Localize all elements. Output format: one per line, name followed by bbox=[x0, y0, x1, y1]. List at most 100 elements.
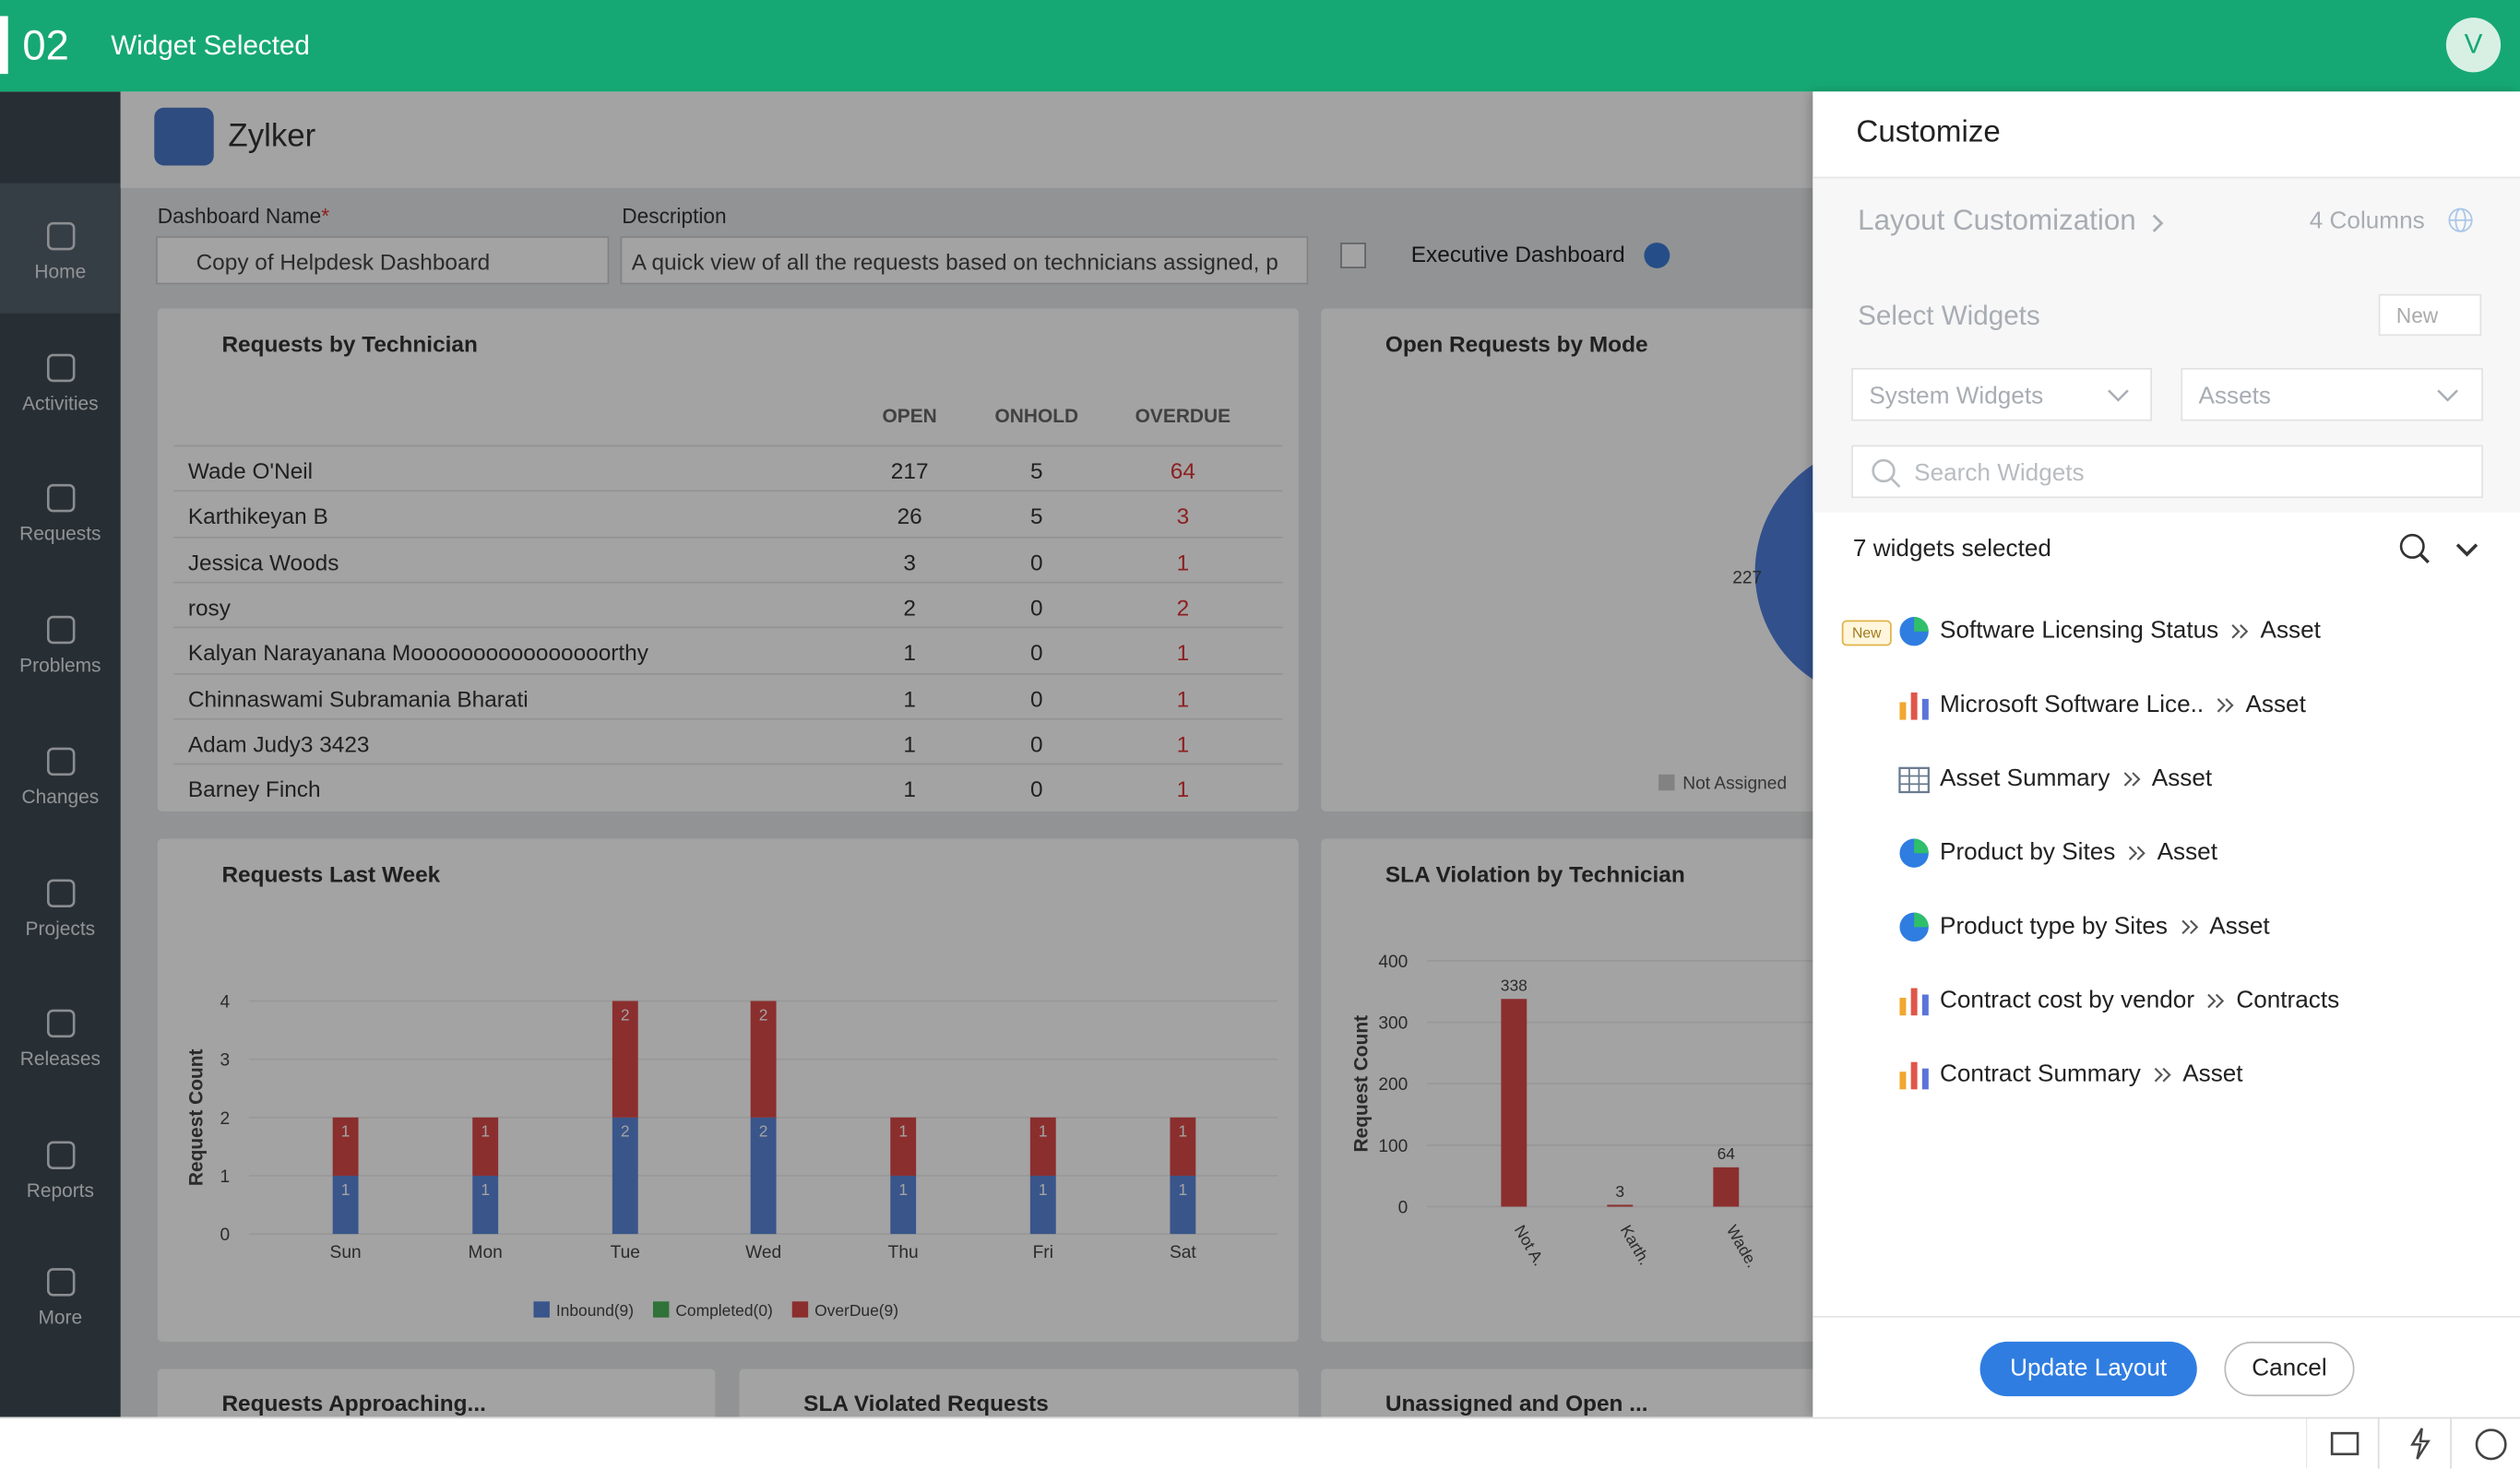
legend-label: Inbound(9) bbox=[556, 1301, 634, 1320]
cell: Jessica Woods bbox=[187, 549, 339, 575]
widget-name[interactable]: Contract cost by vendor bbox=[1940, 986, 2195, 1014]
bar-label: 2 bbox=[621, 1122, 630, 1141]
org-name: Zylker bbox=[228, 118, 316, 155]
search-input[interactable]: Search Widgets bbox=[1851, 444, 2483, 499]
nav-label[interactable]: More bbox=[38, 1305, 83, 1329]
avatar[interactable]: V bbox=[2445, 18, 2502, 73]
bar-segment bbox=[1170, 1117, 1196, 1176]
logo bbox=[154, 107, 214, 166]
bar-label: 1 bbox=[898, 1180, 908, 1199]
icon-shape bbox=[1899, 1072, 1907, 1090]
legend-swatch bbox=[791, 1301, 809, 1318]
field-label: Description bbox=[622, 204, 727, 229]
x-tick-label: Sat bbox=[1170, 1243, 1196, 1262]
nav-label[interactable]: Releases bbox=[19, 1048, 101, 1071]
bottom-icons bbox=[2306, 1418, 2507, 1469]
cell: Wade O'Neil bbox=[187, 457, 314, 484]
selected-count: 7 widgets selected bbox=[1852, 535, 2051, 563]
widget-name[interactable]: Asset Summary bbox=[1940, 764, 2110, 792]
x-tick-label: Mon bbox=[469, 1243, 503, 1262]
icon-shape bbox=[46, 1141, 76, 1169]
cell: 0 bbox=[1030, 549, 1043, 575]
icon-shape bbox=[1921, 994, 1929, 1016]
legend-swatch bbox=[533, 1301, 550, 1318]
icon-shape bbox=[2181, 919, 2198, 935]
x-tick-label: Thu bbox=[888, 1243, 919, 1262]
bar-segment bbox=[890, 1175, 917, 1235]
icon-shape bbox=[46, 878, 76, 907]
cell: 2 bbox=[903, 594, 916, 621]
icon-shape bbox=[2154, 1067, 2171, 1083]
separator bbox=[2123, 772, 2141, 787]
label: Dashboard Name bbox=[157, 204, 322, 229]
name-input[interactable]: Copy of Helpdesk Dashboard bbox=[156, 236, 610, 285]
nav-icon bbox=[46, 221, 76, 251]
y-tick-label: 0 bbox=[220, 1226, 230, 1245]
nav-icon bbox=[46, 1009, 76, 1038]
icon-shape bbox=[1921, 698, 1929, 720]
module-dropdown[interactable]: Assets bbox=[2181, 367, 2483, 421]
nav-label[interactable]: Reports bbox=[26, 1179, 94, 1202]
bar-segment bbox=[750, 1117, 777, 1235]
new-dropdown[interactable]: New bbox=[2378, 293, 2482, 337]
icon-shape bbox=[46, 221, 76, 251]
bar-segment bbox=[890, 1117, 917, 1176]
cell: 1 bbox=[1176, 639, 1190, 666]
widget-name[interactable]: Software Licensing Status bbox=[1940, 617, 2219, 645]
bar-segment bbox=[332, 1117, 359, 1176]
bar-label: 1 bbox=[341, 1180, 351, 1199]
bar-segment bbox=[472, 1175, 499, 1235]
cell: 3 bbox=[1176, 503, 1190, 529]
nav-label[interactable]: Problems bbox=[19, 654, 101, 677]
row-line bbox=[173, 717, 1283, 720]
layout-link[interactable]: Layout Customization bbox=[1858, 204, 2136, 237]
nav-label[interactable]: Requests bbox=[19, 522, 101, 546]
nav-label[interactable]: Changes bbox=[21, 785, 100, 809]
step-number: 02 bbox=[22, 20, 69, 69]
bar-label: 3 bbox=[1615, 1182, 1624, 1201]
widget-name[interactable]: Contract Summary bbox=[1940, 1060, 2141, 1088]
cell: 3 bbox=[903, 549, 916, 575]
step-marker bbox=[0, 16, 8, 75]
nav-icon bbox=[46, 615, 76, 645]
icon-shape bbox=[1910, 988, 1918, 1016]
cell: 2 bbox=[1176, 594, 1190, 621]
bar-segment bbox=[1029, 1175, 1056, 1235]
cancel-button[interactable]: Cancel bbox=[2224, 1341, 2355, 1397]
row-line bbox=[173, 581, 1283, 584]
separator bbox=[2154, 1067, 2171, 1083]
x-tick-label: Tue bbox=[611, 1243, 640, 1262]
cell: 1 bbox=[903, 639, 916, 666]
legend-label: Completed(0) bbox=[675, 1301, 772, 1320]
icon-shape bbox=[1910, 692, 1918, 720]
search-icon bbox=[1872, 458, 1901, 488]
nav-label[interactable]: Activities bbox=[22, 391, 99, 414]
widget-type-dropdown[interactable]: System Widgets bbox=[1851, 367, 2153, 421]
icon-shape bbox=[1898, 766, 1930, 794]
widget-card: Open Requests by Mode bbox=[1321, 308, 1836, 812]
new-badge: New bbox=[1841, 620, 1892, 646]
widget-name[interactable]: Microsoft Software Lice.. bbox=[1940, 691, 2205, 718]
dim-overlay bbox=[0, 91, 1813, 1417]
checkbox[interactable] bbox=[1340, 243, 1366, 268]
nav-icon bbox=[46, 1267, 76, 1296]
pie-label: 227 bbox=[1732, 568, 1762, 587]
icon-shape bbox=[1914, 912, 1929, 928]
separator bbox=[2232, 624, 2250, 639]
module-name: Asset bbox=[2182, 1060, 2243, 1088]
widget-name[interactable]: Product type by Sites bbox=[1940, 912, 2168, 941]
list-controls bbox=[2399, 533, 2478, 564]
widget-name[interactable]: Product by Sites bbox=[1940, 838, 2116, 867]
cell: Barney Finch bbox=[187, 776, 321, 802]
nav-label[interactable]: Projects bbox=[25, 917, 96, 940]
globe-icon bbox=[2448, 207, 2473, 232]
update-button[interactable]: Update Layout bbox=[1979, 1341, 2197, 1397]
y-tick-label: 3 bbox=[220, 1051, 230, 1071]
nav-label[interactable]: Home bbox=[34, 260, 87, 283]
cell: 5 bbox=[1030, 503, 1043, 529]
bar-label: 1 bbox=[1179, 1180, 1188, 1199]
description-input[interactable]: A quick view of all the requests based o… bbox=[620, 236, 1309, 285]
cell: 26 bbox=[897, 503, 922, 529]
module-name: Asset bbox=[2245, 691, 2306, 718]
